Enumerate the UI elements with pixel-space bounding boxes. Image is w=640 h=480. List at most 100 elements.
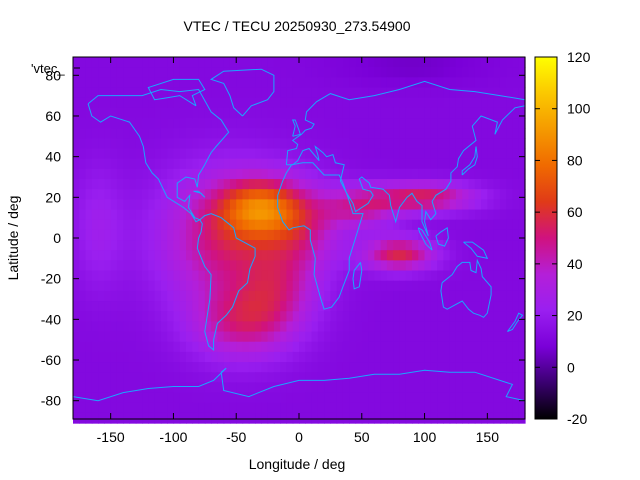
heatmap-cell xyxy=(204,250,212,261)
heatmap-cell xyxy=(330,87,338,99)
heatmap-cell xyxy=(273,402,281,414)
heatmap-cell xyxy=(116,77,124,89)
heatmap-cell xyxy=(85,240,93,251)
heatmap-cell xyxy=(198,351,206,363)
heatmap-cell xyxy=(85,392,93,404)
heatmap-cell xyxy=(267,199,275,211)
heatmap-cell xyxy=(305,168,313,180)
heatmap-cell xyxy=(167,67,175,78)
heatmap-cell xyxy=(73,290,80,302)
heatmap-cell xyxy=(443,351,451,363)
heatmap-cell xyxy=(280,382,288,394)
heatmap-cell xyxy=(160,138,168,150)
heatmap-cell xyxy=(481,148,488,160)
heatmap-cell xyxy=(368,138,375,150)
heatmap-cell xyxy=(336,118,344,129)
heatmap-cell xyxy=(512,341,520,353)
heatmap-cell xyxy=(405,351,413,363)
heatmap-cell xyxy=(481,107,488,119)
heatmap-cell xyxy=(430,392,438,404)
heatmap-cell xyxy=(405,138,413,150)
heatmap-cell xyxy=(405,87,413,99)
heatmap-cell xyxy=(386,412,394,424)
heatmap-cell xyxy=(192,290,200,302)
heatmap-cell xyxy=(487,341,495,353)
heatmap-cell xyxy=(236,362,244,373)
heatmap-cell xyxy=(349,301,357,312)
heatmap-cell xyxy=(135,402,143,414)
heatmap-cell xyxy=(267,179,275,190)
heatmap-cell xyxy=(154,301,162,312)
heatmap-cell xyxy=(148,199,156,211)
heatmap-cell xyxy=(474,372,482,383)
heatmap-cell xyxy=(292,412,300,424)
heatmap-cell xyxy=(386,250,394,261)
heatmap-cell xyxy=(405,229,413,241)
heatmap-cell xyxy=(487,138,495,150)
heatmap-cell xyxy=(91,179,99,190)
heatmap-cell xyxy=(79,270,87,282)
heatmap-cell xyxy=(355,148,363,160)
heatmap-cell xyxy=(123,362,131,373)
heatmap-cell xyxy=(104,290,112,302)
heatmap-cell xyxy=(73,402,80,414)
heatmap-cell xyxy=(186,77,193,89)
heatmap-cell xyxy=(311,189,319,200)
heatmap-cell xyxy=(123,402,131,414)
heatmap-cell xyxy=(355,219,363,231)
heatmap-cell xyxy=(91,87,99,99)
heatmap-cell xyxy=(418,158,426,170)
heatmap-cell xyxy=(217,341,225,353)
heatmap-cell xyxy=(518,138,526,150)
heatmap-cell xyxy=(430,118,438,129)
heatmap-cell xyxy=(481,67,488,78)
heatmap-cell xyxy=(248,240,256,251)
heatmap-cell xyxy=(299,321,306,333)
heatmap-cell xyxy=(474,87,482,99)
heatmap-cell xyxy=(98,158,105,170)
heatmap-cell xyxy=(393,209,401,221)
heatmap-cell xyxy=(493,107,501,119)
heatmap-cell xyxy=(211,382,218,394)
heatmap-cell xyxy=(104,219,112,231)
heatmap-cell xyxy=(518,118,526,129)
heatmap-cell xyxy=(286,250,294,261)
heatmap-cell xyxy=(349,331,357,343)
heatmap-cell xyxy=(487,128,495,139)
heatmap-cell xyxy=(355,128,363,139)
heatmap-cell xyxy=(430,321,438,333)
heatmap-cell xyxy=(349,311,357,322)
heatmap-cell xyxy=(179,219,187,231)
heatmap-cell xyxy=(317,331,325,343)
heatmap-cell xyxy=(129,290,137,302)
heatmap-cell xyxy=(229,402,237,414)
heatmap-cell xyxy=(179,168,187,180)
heatmap-cell xyxy=(186,87,193,99)
heatmap-cell xyxy=(368,402,375,414)
heatmap-cell xyxy=(91,148,99,160)
heatmap-cell xyxy=(462,240,470,251)
heatmap-cell xyxy=(160,331,168,343)
heatmap-cell xyxy=(342,229,350,241)
heatmap-cell xyxy=(173,138,181,150)
heatmap-cell xyxy=(361,250,369,261)
heatmap-cell xyxy=(123,189,131,200)
heatmap-cell xyxy=(493,280,501,292)
heatmap-cell xyxy=(198,209,206,221)
heatmap-cell xyxy=(386,362,394,373)
heatmap-cell xyxy=(380,362,388,373)
heatmap-cell xyxy=(255,107,262,119)
heatmap-cell xyxy=(481,382,488,394)
heatmap-cell xyxy=(342,351,350,363)
heatmap-cell xyxy=(468,219,476,231)
heatmap-cell xyxy=(192,402,200,414)
heatmap-cell xyxy=(487,311,495,322)
heatmap-cell xyxy=(223,270,231,282)
heatmap-cell xyxy=(449,138,457,150)
heatmap-cell xyxy=(79,412,87,424)
heatmap-cell xyxy=(267,372,275,383)
heatmap-cell xyxy=(73,311,80,322)
heatmap-cell xyxy=(148,158,156,170)
heatmap-cell xyxy=(512,148,520,160)
heatmap-cell xyxy=(487,158,495,170)
